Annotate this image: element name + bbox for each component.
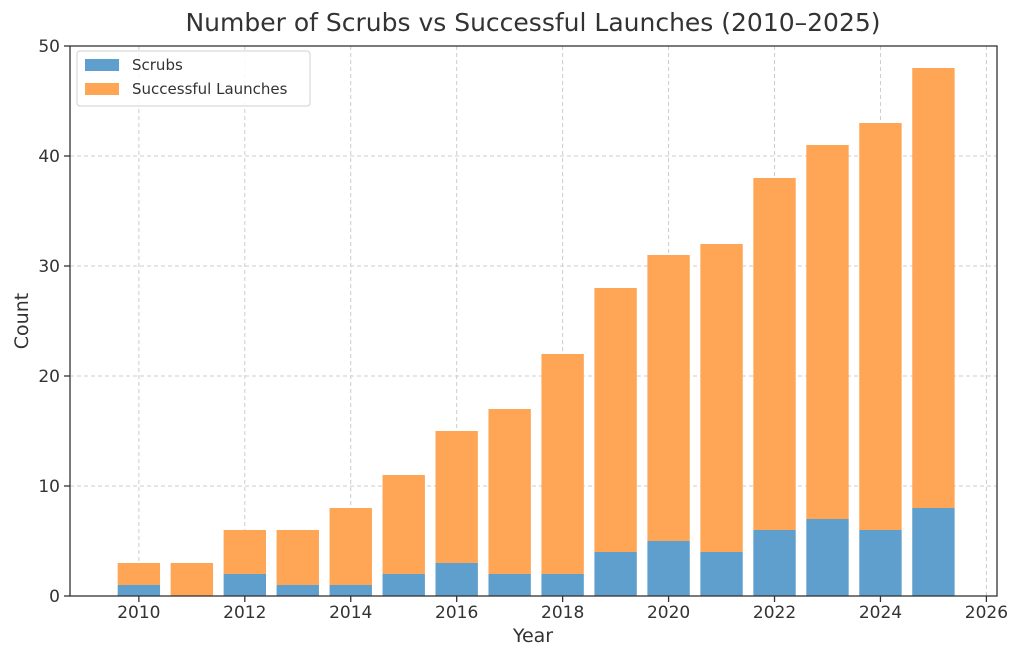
bar-successful-launches-2022	[753, 178, 796, 530]
bar-scrubs-2019	[594, 552, 637, 596]
bar-successful-launches-2012	[223, 530, 266, 574]
bar-successful-launches-2015	[382, 475, 425, 574]
x-tick-label-2012: 2012	[223, 603, 266, 623]
bar-successful-launches-2017	[488, 409, 531, 574]
legend-label-successful-launches: Successful Launches	[132, 80, 288, 98]
x-tick-label-2018: 2018	[541, 603, 584, 623]
bar-scrubs-2025	[912, 508, 955, 596]
y-tick-label-20: 20	[38, 367, 60, 387]
y-tick-label-0: 0	[49, 587, 60, 607]
x-tick-label-2026: 2026	[965, 603, 1008, 623]
bar-successful-launches-2010	[117, 563, 161, 585]
bar-successful-launches-2025	[912, 68, 955, 508]
x-tick-label-2014: 2014	[329, 603, 372, 623]
legend: Scrubs Successful Launches	[76, 50, 311, 107]
y-axis-label: Count	[11, 293, 33, 349]
legend-box	[76, 50, 311, 107]
bar-scrubs-2016	[435, 563, 478, 596]
bar-successful-launches-2011	[170, 563, 214, 596]
bar-scrubs-2012	[223, 574, 266, 596]
legend-swatch-scrubs	[85, 59, 119, 71]
y-tick-label-30: 30	[38, 257, 60, 277]
bar-scrubs-2020	[647, 541, 690, 596]
bar-scrubs-2022	[753, 530, 796, 596]
x-tick-label-2016: 2016	[435, 603, 478, 623]
bar-scrubs-2024	[859, 530, 902, 596]
x-axis-label: Year	[512, 625, 553, 647]
y-tick-label-40: 40	[38, 147, 60, 167]
bar-successful-launches-2016	[435, 431, 478, 563]
x-axis-ticks: 2010 2012 2014 2016 2018 2020 2022 2024 2026	[117, 596, 1008, 623]
bar-successful-launches-2018	[541, 354, 584, 574]
bar-successful-launches-2024	[859, 123, 902, 530]
bar-scrubs-2018	[541, 574, 584, 596]
legend-swatch-successful-launches	[85, 83, 119, 95]
bar-successful-launches-2020	[647, 255, 690, 541]
bar-scrubs-2010	[117, 585, 161, 596]
grid-lines	[70, 45, 997, 597]
y-axis-ticks: 0 10 20 30 40 50	[38, 37, 70, 607]
bar-scrubs-2013	[276, 585, 319, 596]
bar-successful-launches-2021	[700, 244, 743, 552]
legend-label-scrubs: Scrubs	[132, 56, 183, 74]
bar-scrubs-2017	[488, 574, 531, 596]
x-tick-label-2020: 2020	[647, 603, 690, 623]
y-tick-label-50: 50	[38, 37, 60, 57]
bars	[117, 68, 955, 596]
bar-successful-launches-2023	[806, 145, 849, 519]
y-tick-label-10: 10	[38, 477, 60, 497]
x-tick-label-2024: 2024	[859, 603, 902, 623]
bar-successful-launches-2014	[329, 508, 372, 585]
chart-title: Number of Scrubs vs Successful Launches …	[185, 8, 880, 37]
bar-successful-launches-2019	[594, 288, 637, 552]
x-tick-label-2022: 2022	[753, 603, 796, 623]
bar-scrubs-2023	[806, 519, 849, 596]
bar-scrubs-2021	[700, 552, 743, 596]
bar-scrubs-2015	[382, 574, 425, 596]
axes	[69, 45, 998, 597]
bar-scrubs-2014	[329, 585, 372, 596]
plot-frame	[69, 45, 998, 597]
bar-successful-launches-2013	[276, 530, 319, 585]
x-tick-label-2010: 2010	[117, 603, 160, 623]
